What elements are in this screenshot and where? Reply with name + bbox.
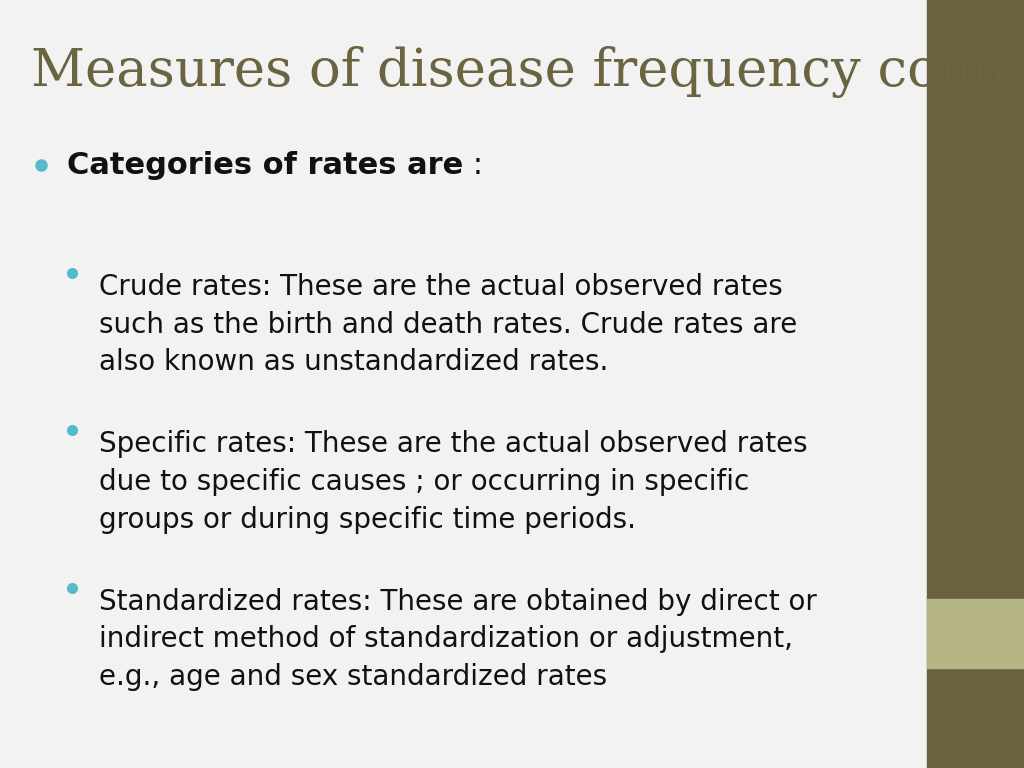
Text: :: : (463, 151, 482, 180)
Text: Measures of disease frequency contd.: Measures of disease frequency contd. (31, 46, 1024, 98)
Bar (927, 599, 1024, 668)
Bar (927, 0, 1024, 768)
Text: Specific rates: These are the actual observed rates
due to specific causes ; or : Specific rates: These are the actual obs… (99, 430, 808, 534)
Text: Categories of rates are: Categories of rates are (67, 151, 463, 180)
Text: Standardized rates: These are obtained by direct or
indirect method of standardi: Standardized rates: These are obtained b… (99, 588, 817, 691)
Text: Crude rates: These are the actual observed rates
such as the birth and death rat: Crude rates: These are the actual observ… (99, 273, 798, 376)
